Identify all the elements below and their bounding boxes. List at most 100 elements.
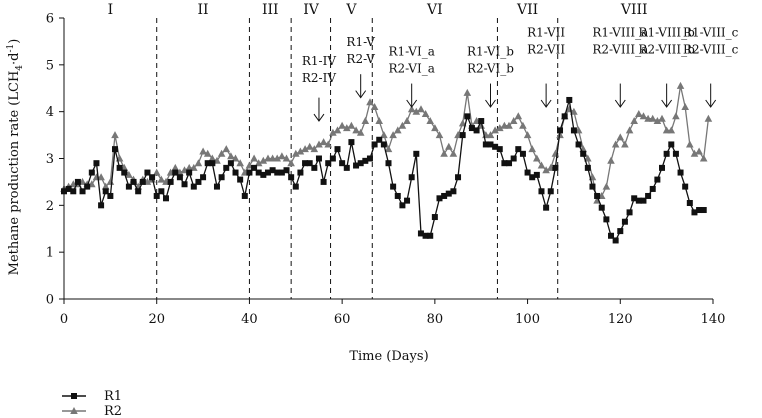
x-tick-label-3: 60	[334, 312, 351, 327]
data-point-r1-89	[473, 127, 480, 134]
data-point-r1-51	[297, 169, 304, 176]
data-point-r2-49	[287, 159, 295, 167]
data-point-r1-64	[357, 160, 364, 167]
data-point-r1-60	[339, 160, 346, 167]
y-axis-label: Methane production rate (LCH4·d-1)	[6, 39, 25, 276]
data-point-r1-1	[65, 185, 72, 192]
data-point-r2-70	[384, 145, 393, 153]
data-point-r2-125	[639, 112, 648, 120]
annotation-1: R1-V R2-V	[346, 35, 375, 99]
data-point-r2-42	[254, 159, 263, 167]
data-series	[60, 81, 713, 244]
data-point-r1-40	[246, 169, 253, 176]
y-tick-label-5: 5	[46, 58, 54, 73]
phase-boundaries: I II III IV V VI VII VIII	[108, 2, 648, 299]
y-tick-label-3: 3	[46, 152, 54, 167]
data-point-r1-69	[380, 141, 387, 148]
data-point-r2-128	[653, 117, 662, 124]
legend-r1-label: R1	[104, 389, 122, 404]
data-point-r1-59	[334, 146, 341, 153]
data-point-r1-21	[158, 188, 165, 195]
data-point-r1-30	[200, 174, 207, 181]
data-point-r2-37	[231, 154, 240, 162]
data-point-r1-67	[371, 141, 378, 148]
data-point-r2-62	[347, 121, 356, 129]
data-point-r2-67	[370, 103, 379, 110]
phase-label-4: V	[345, 2, 357, 18]
data-point-r1-113	[584, 164, 591, 171]
data-point-r1-47	[278, 169, 285, 176]
data-point-r1-76	[413, 150, 420, 157]
data-point-r2-11	[111, 131, 119, 139]
data-point-r2-129	[658, 114, 666, 122]
data-point-r1-31	[204, 160, 211, 167]
data-point-r2-138	[699, 154, 708, 162]
data-point-r2-79	[426, 117, 434, 124]
data-point-r1-26	[181, 181, 188, 188]
data-point-r2-63	[352, 126, 360, 134]
data-point-r1-95	[501, 160, 508, 167]
annotation-text-2-0: R1-VI_a	[388, 44, 434, 58]
data-point-r2-60	[338, 121, 346, 129]
data-point-r2-75	[407, 105, 416, 113]
x-tick-label-1: 20	[148, 312, 165, 327]
data-point-r1-128	[654, 176, 661, 183]
annotation-text-1-0: R1-V	[346, 35, 375, 49]
data-point-r2-30	[199, 147, 207, 155]
data-point-r1-102	[533, 171, 540, 178]
data-point-r1-100	[524, 169, 531, 176]
data-point-r1-54	[311, 164, 318, 171]
data-point-r1-117	[603, 216, 610, 223]
data-point-r1-12	[116, 164, 123, 171]
data-point-r1-32	[209, 160, 216, 167]
data-point-r2-34	[217, 149, 226, 157]
data-point-r1-61	[343, 164, 350, 171]
data-point-r2-123	[630, 117, 638, 124]
data-point-r2-38	[236, 159, 244, 167]
data-point-r2-10	[106, 177, 115, 185]
data-point-r1-119	[612, 237, 619, 244]
annotation-7: R1-VIII_c R2-VIII_c	[683, 26, 739, 108]
data-point-r1-15	[130, 178, 137, 185]
annotation-arrow-head-7	[705, 99, 717, 108]
legend-r1-marker	[71, 393, 77, 399]
data-point-r2-84	[449, 149, 458, 157]
data-point-r1-37	[232, 169, 239, 176]
data-point-r1-58	[329, 155, 336, 162]
data-point-r1-43	[260, 171, 267, 178]
data-point-r1-85	[455, 174, 462, 181]
data-point-r1-92	[487, 141, 494, 148]
data-point-r2-121	[621, 140, 629, 148]
annotation-arrow-head-5	[614, 99, 626, 108]
data-point-r1-17	[139, 178, 146, 185]
data-point-r1-96	[506, 160, 513, 167]
data-point-r2-139	[704, 114, 713, 122]
data-point-r1-78	[422, 232, 429, 239]
data-point-r1-25	[176, 174, 183, 181]
data-point-r1-122	[626, 209, 633, 216]
data-point-r2-56	[319, 138, 328, 146]
y-axis-label-sup: -1	[6, 44, 16, 53]
data-point-r1-24	[172, 169, 179, 176]
data-point-r2-87	[463, 88, 472, 96]
data-point-r2-120	[616, 133, 625, 141]
data-point-r1-39	[241, 192, 248, 199]
series-r1	[61, 96, 707, 244]
data-point-r1-116	[598, 204, 605, 211]
legend-item-r2: R2	[62, 404, 122, 418]
data-point-r2-20	[152, 168, 161, 176]
data-point-r2-47	[278, 152, 286, 160]
data-point-r1-28	[190, 183, 197, 190]
data-point-r2-72	[394, 126, 402, 134]
data-point-r2-104	[542, 166, 550, 174]
data-point-r2-110	[570, 107, 578, 115]
data-point-r1-5	[84, 183, 91, 190]
data-point-r1-3	[74, 178, 81, 185]
data-point-r1-6	[88, 169, 95, 176]
data-point-r1-56	[320, 178, 327, 185]
data-point-r1-13	[121, 169, 128, 176]
x-tick-label-6: 120	[608, 312, 633, 327]
data-point-r1-82	[441, 192, 448, 199]
data-point-r1-126	[645, 192, 652, 199]
